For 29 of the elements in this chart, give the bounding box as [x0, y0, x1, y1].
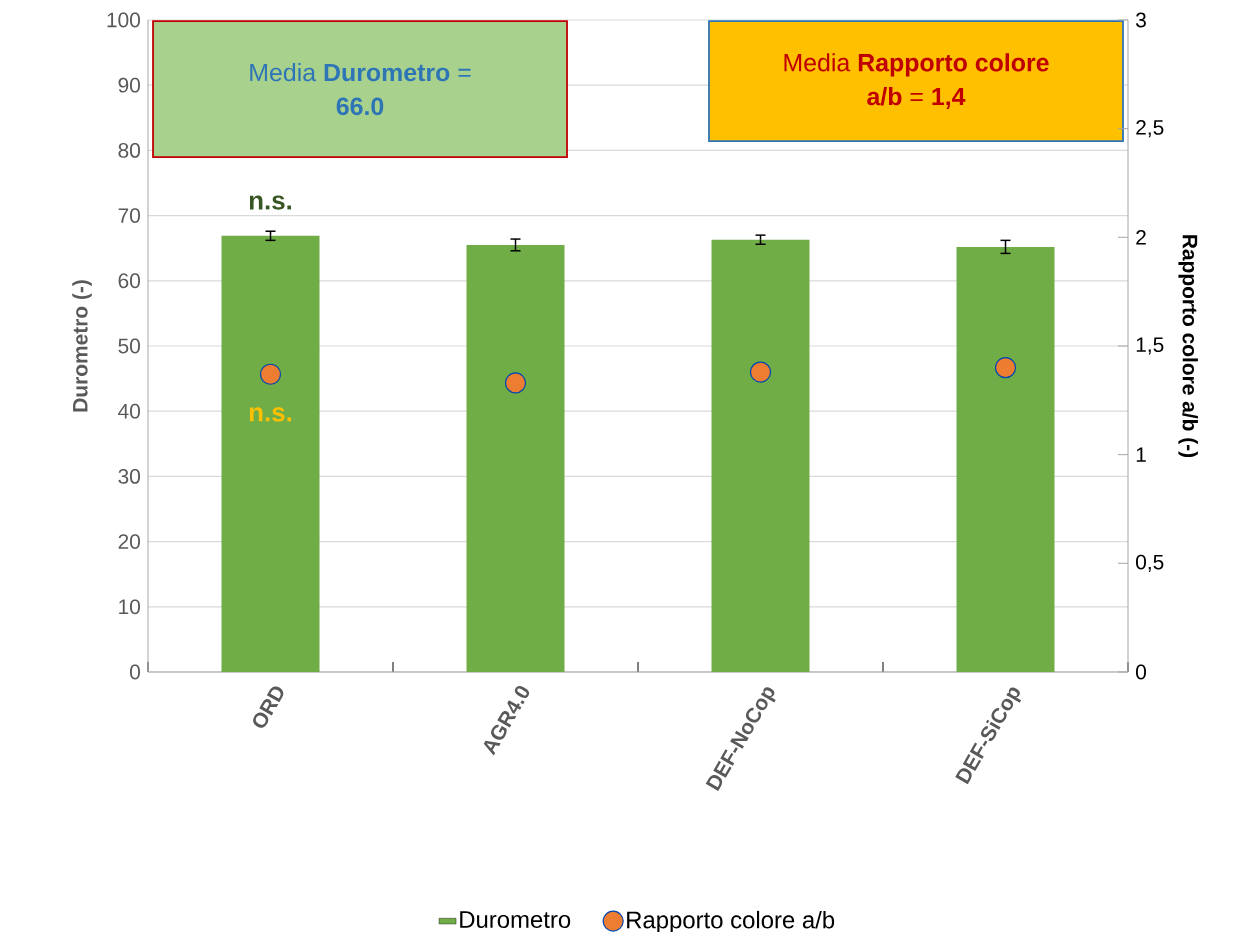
y2-axis-title: Rapporto colore a/b (-) — [1178, 235, 1198, 458]
y2-tick-label: 2,5 — [1136, 120, 1164, 138]
y-tick-label: 60 — [118, 273, 141, 289]
y2-tick-label: 0 — [1136, 664, 1146, 680]
annotation: Media Rapporto colore a/b = 1,4 — [784, 53, 1049, 109]
y-tick-label: 20 — [118, 534, 141, 549]
annotation: n.s. — [249, 407, 292, 422]
y-tick-label: 70 — [118, 208, 141, 223]
y-tick-label: 10 — [119, 599, 141, 615]
y-axis-title: Durometro (-) — [72, 280, 92, 412]
y2-tick-label: 3 — [1135, 12, 1146, 28]
y-tick-label: 40 — [118, 403, 141, 419]
annotation: n.s. — [249, 195, 292, 210]
legend-label: Durometro — [460, 911, 571, 929]
point — [504, 372, 527, 394]
y-tick-label: 0 — [130, 664, 141, 680]
y2-tick-label: 2 — [1136, 230, 1146, 245]
point — [994, 357, 1017, 379]
y-tick-label: 100 — [107, 12, 141, 28]
y2-tick-label: 0,5 — [1136, 554, 1164, 572]
y-tick-label: 80 — [118, 142, 141, 158]
y-tick-label: 90 — [118, 77, 141, 93]
y2-tick-label: 1,5 — [1136, 337, 1164, 355]
point — [259, 363, 282, 385]
y2-tick-label: 1 — [1136, 447, 1146, 462]
y-tick-label: 50 — [118, 338, 141, 354]
text: Media Durometro = 66.0 — [250, 63, 471, 116]
y-tick-label: 30 — [118, 468, 141, 484]
point — [749, 361, 772, 383]
